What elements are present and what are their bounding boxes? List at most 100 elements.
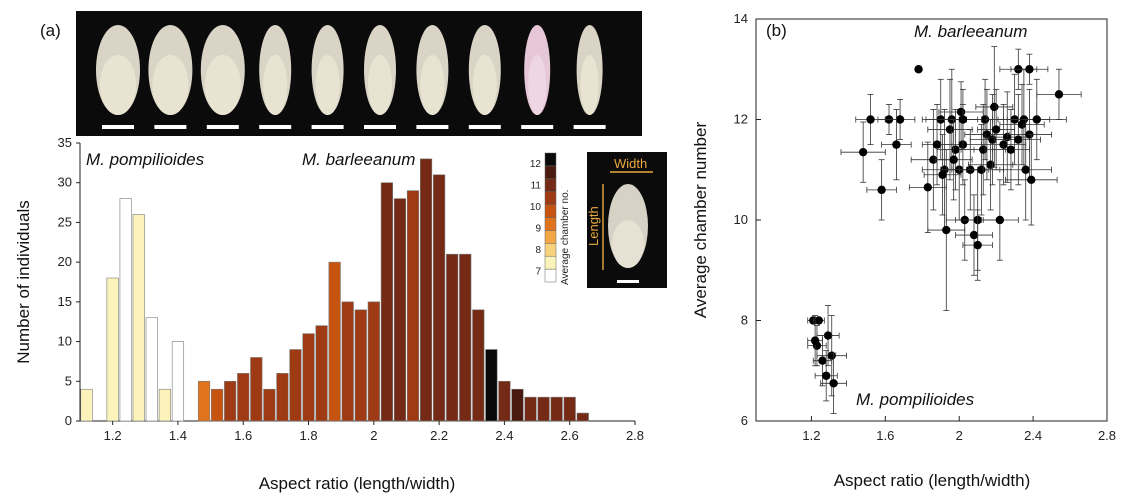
y-tick-label: 8 xyxy=(741,313,748,328)
y-tick-label: 10 xyxy=(734,212,748,227)
scatter-point xyxy=(1032,115,1042,124)
panel-label-b: (b) xyxy=(766,21,787,40)
scatter-point xyxy=(892,140,901,149)
scatter-point xyxy=(973,240,982,250)
scatter-point xyxy=(1025,65,1034,74)
scale-bar xyxy=(521,125,554,129)
legend-color-swatch xyxy=(544,268,557,283)
histogram-bar xyxy=(263,388,276,422)
legend-level-label: 8 xyxy=(535,245,541,256)
scatter-point xyxy=(814,316,824,325)
histogram-bar xyxy=(132,214,145,422)
legend-level-label: 9 xyxy=(535,223,541,234)
x-tick-label: 1.6 xyxy=(234,428,252,443)
legend-title: Average chamber no. xyxy=(560,190,571,285)
scatter-point xyxy=(988,135,997,144)
histogram-bar xyxy=(302,333,315,422)
specimen-chamber xyxy=(528,55,547,115)
histogram-bar xyxy=(250,357,263,422)
scatter-panel: (b) 1.2 1.6 2 2.4 2.8 6 8 10 12 14 Aspect ratio (le… xyxy=(691,11,1116,490)
scale-bar xyxy=(573,125,606,129)
species-annotation: M. pompilioides xyxy=(856,390,975,409)
histogram-bar xyxy=(106,277,119,422)
histogram-panel: (a) 1.2 1.4 1.6 1.8 2 2.2 2.4 2.6 2.8 0 5 10 15 20 25 30… xyxy=(14,11,667,493)
scatter-point xyxy=(818,356,827,365)
specimen-chamber xyxy=(580,55,599,115)
scale-bar xyxy=(416,125,449,129)
legend-color-swatch xyxy=(544,178,557,192)
scatter-point xyxy=(1027,175,1036,184)
histogram-bar xyxy=(367,301,380,422)
scatter-point xyxy=(823,331,833,340)
histogram-bar xyxy=(537,396,550,422)
histogram-bar xyxy=(224,380,237,422)
histogram-bar xyxy=(459,253,472,422)
specimen-chamber xyxy=(100,55,136,115)
scatter-point xyxy=(956,107,966,117)
legend-color-swatch xyxy=(544,191,557,205)
length-label: Length xyxy=(586,206,601,246)
x-tick-label: 2.8 xyxy=(1098,428,1116,443)
histogram-bar xyxy=(393,198,407,422)
y-tick-label: 5 xyxy=(65,373,72,388)
histogram-bar xyxy=(341,301,354,422)
histogram-bar xyxy=(171,341,185,422)
histogram-bar xyxy=(145,317,158,422)
width-label: Width xyxy=(614,156,647,171)
x-tick-label: 1.8 xyxy=(299,428,317,443)
legend-color-swatch xyxy=(544,243,557,257)
scale-bar xyxy=(364,125,396,129)
scale-bar xyxy=(102,125,134,129)
scatter-point xyxy=(1021,165,1030,174)
histogram-bar xyxy=(511,388,524,422)
y-tick-label: 12 xyxy=(734,112,748,127)
legend-level-label: 10 xyxy=(530,202,542,213)
y-axis-title: Number of individuals xyxy=(14,200,33,363)
x-tick-label: 2.2 xyxy=(430,428,448,443)
scatter-point xyxy=(990,102,999,112)
scatter-point xyxy=(979,145,988,154)
scatter-point xyxy=(914,65,923,74)
x-tick-label: 1.2 xyxy=(104,428,122,443)
scale-bar xyxy=(311,125,344,129)
histogram-bar xyxy=(197,380,211,422)
x-tick-label: 2 xyxy=(956,428,963,443)
legend-color-swatch xyxy=(544,165,557,180)
legend-color-swatch xyxy=(544,230,557,244)
x-tick-label: 2 xyxy=(370,428,377,443)
y-tick-label: 20 xyxy=(58,254,72,269)
species-annotation: M. barleeanum xyxy=(914,22,1027,41)
histogram-bar xyxy=(237,373,250,422)
scale-bar xyxy=(468,125,501,129)
legend-level-label: 12 xyxy=(530,159,542,170)
y-tick-label: 0 xyxy=(65,413,72,428)
histogram-bar xyxy=(158,388,171,422)
legend-level-label: 7 xyxy=(535,266,541,277)
histogram-bar xyxy=(576,412,589,422)
x-tick-label: 1.4 xyxy=(169,428,187,443)
scale-bar xyxy=(154,125,187,129)
x-axis-title: Aspect ratio (length/width) xyxy=(834,471,1031,490)
histogram-bar xyxy=(276,373,289,422)
scatter-point xyxy=(951,145,960,154)
x-tick-label: 2.6 xyxy=(561,428,579,443)
legend-color-swatch xyxy=(544,152,557,167)
histogram-bar xyxy=(211,388,224,422)
y-tick-label: 6 xyxy=(741,413,748,428)
x-axis-title: Aspect ratio (length/width) xyxy=(259,474,456,493)
scatter-point xyxy=(999,140,1008,149)
histogram-bar xyxy=(380,182,393,422)
scatter-point xyxy=(945,125,955,134)
specimen-chamber xyxy=(263,55,288,115)
scatter-point xyxy=(895,115,905,124)
scatter-point xyxy=(810,336,820,345)
panel-label-a: (a) xyxy=(40,21,61,40)
histogram-bar xyxy=(433,174,446,422)
histogram-bar xyxy=(524,396,537,422)
scatter-point xyxy=(1054,90,1064,99)
histogram-bar xyxy=(550,396,563,422)
specimen-chamber xyxy=(315,55,340,115)
legend-level-label: 11 xyxy=(531,180,542,191)
legend-color-swatch xyxy=(544,217,557,231)
scatter-point xyxy=(822,371,831,380)
